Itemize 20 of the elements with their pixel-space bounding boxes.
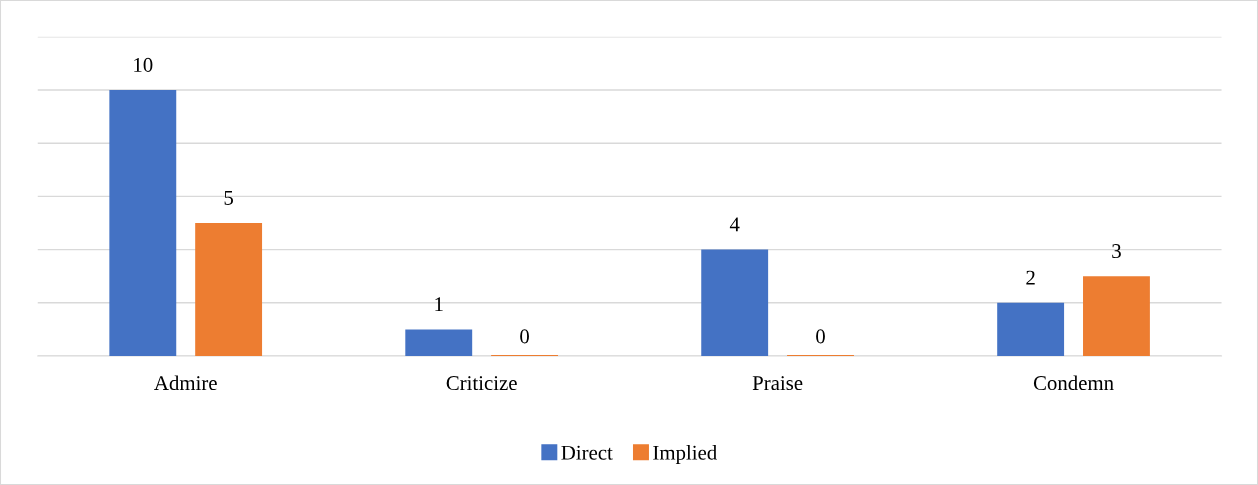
data-label: 4: [729, 217, 740, 232]
data-label: 10: [134, 57, 153, 72]
data-label: 1: [435, 297, 443, 312]
bar: [997, 302, 1065, 356]
data-label: 5: [224, 191, 234, 205]
x-tick-label: Condemn: [1033, 375, 1114, 391]
bar: [109, 90, 177, 356]
bar: [701, 249, 769, 356]
x-tick-label: Praise: [752, 376, 803, 391]
legend-label: Implied: [653, 445, 717, 464]
x-tick-label: Criticize: [446, 376, 517, 391]
data-label: 2: [1026, 270, 1035, 285]
data-label: 0: [520, 329, 529, 344]
data-label: 0: [816, 329, 825, 344]
bar: [405, 329, 473, 356]
data-label: 3: [1112, 244, 1121, 259]
bar: [1083, 276, 1150, 356]
legend-label: Direct: [561, 445, 613, 460]
x-tick-label: Admire: [154, 375, 217, 391]
bar: [195, 223, 263, 356]
